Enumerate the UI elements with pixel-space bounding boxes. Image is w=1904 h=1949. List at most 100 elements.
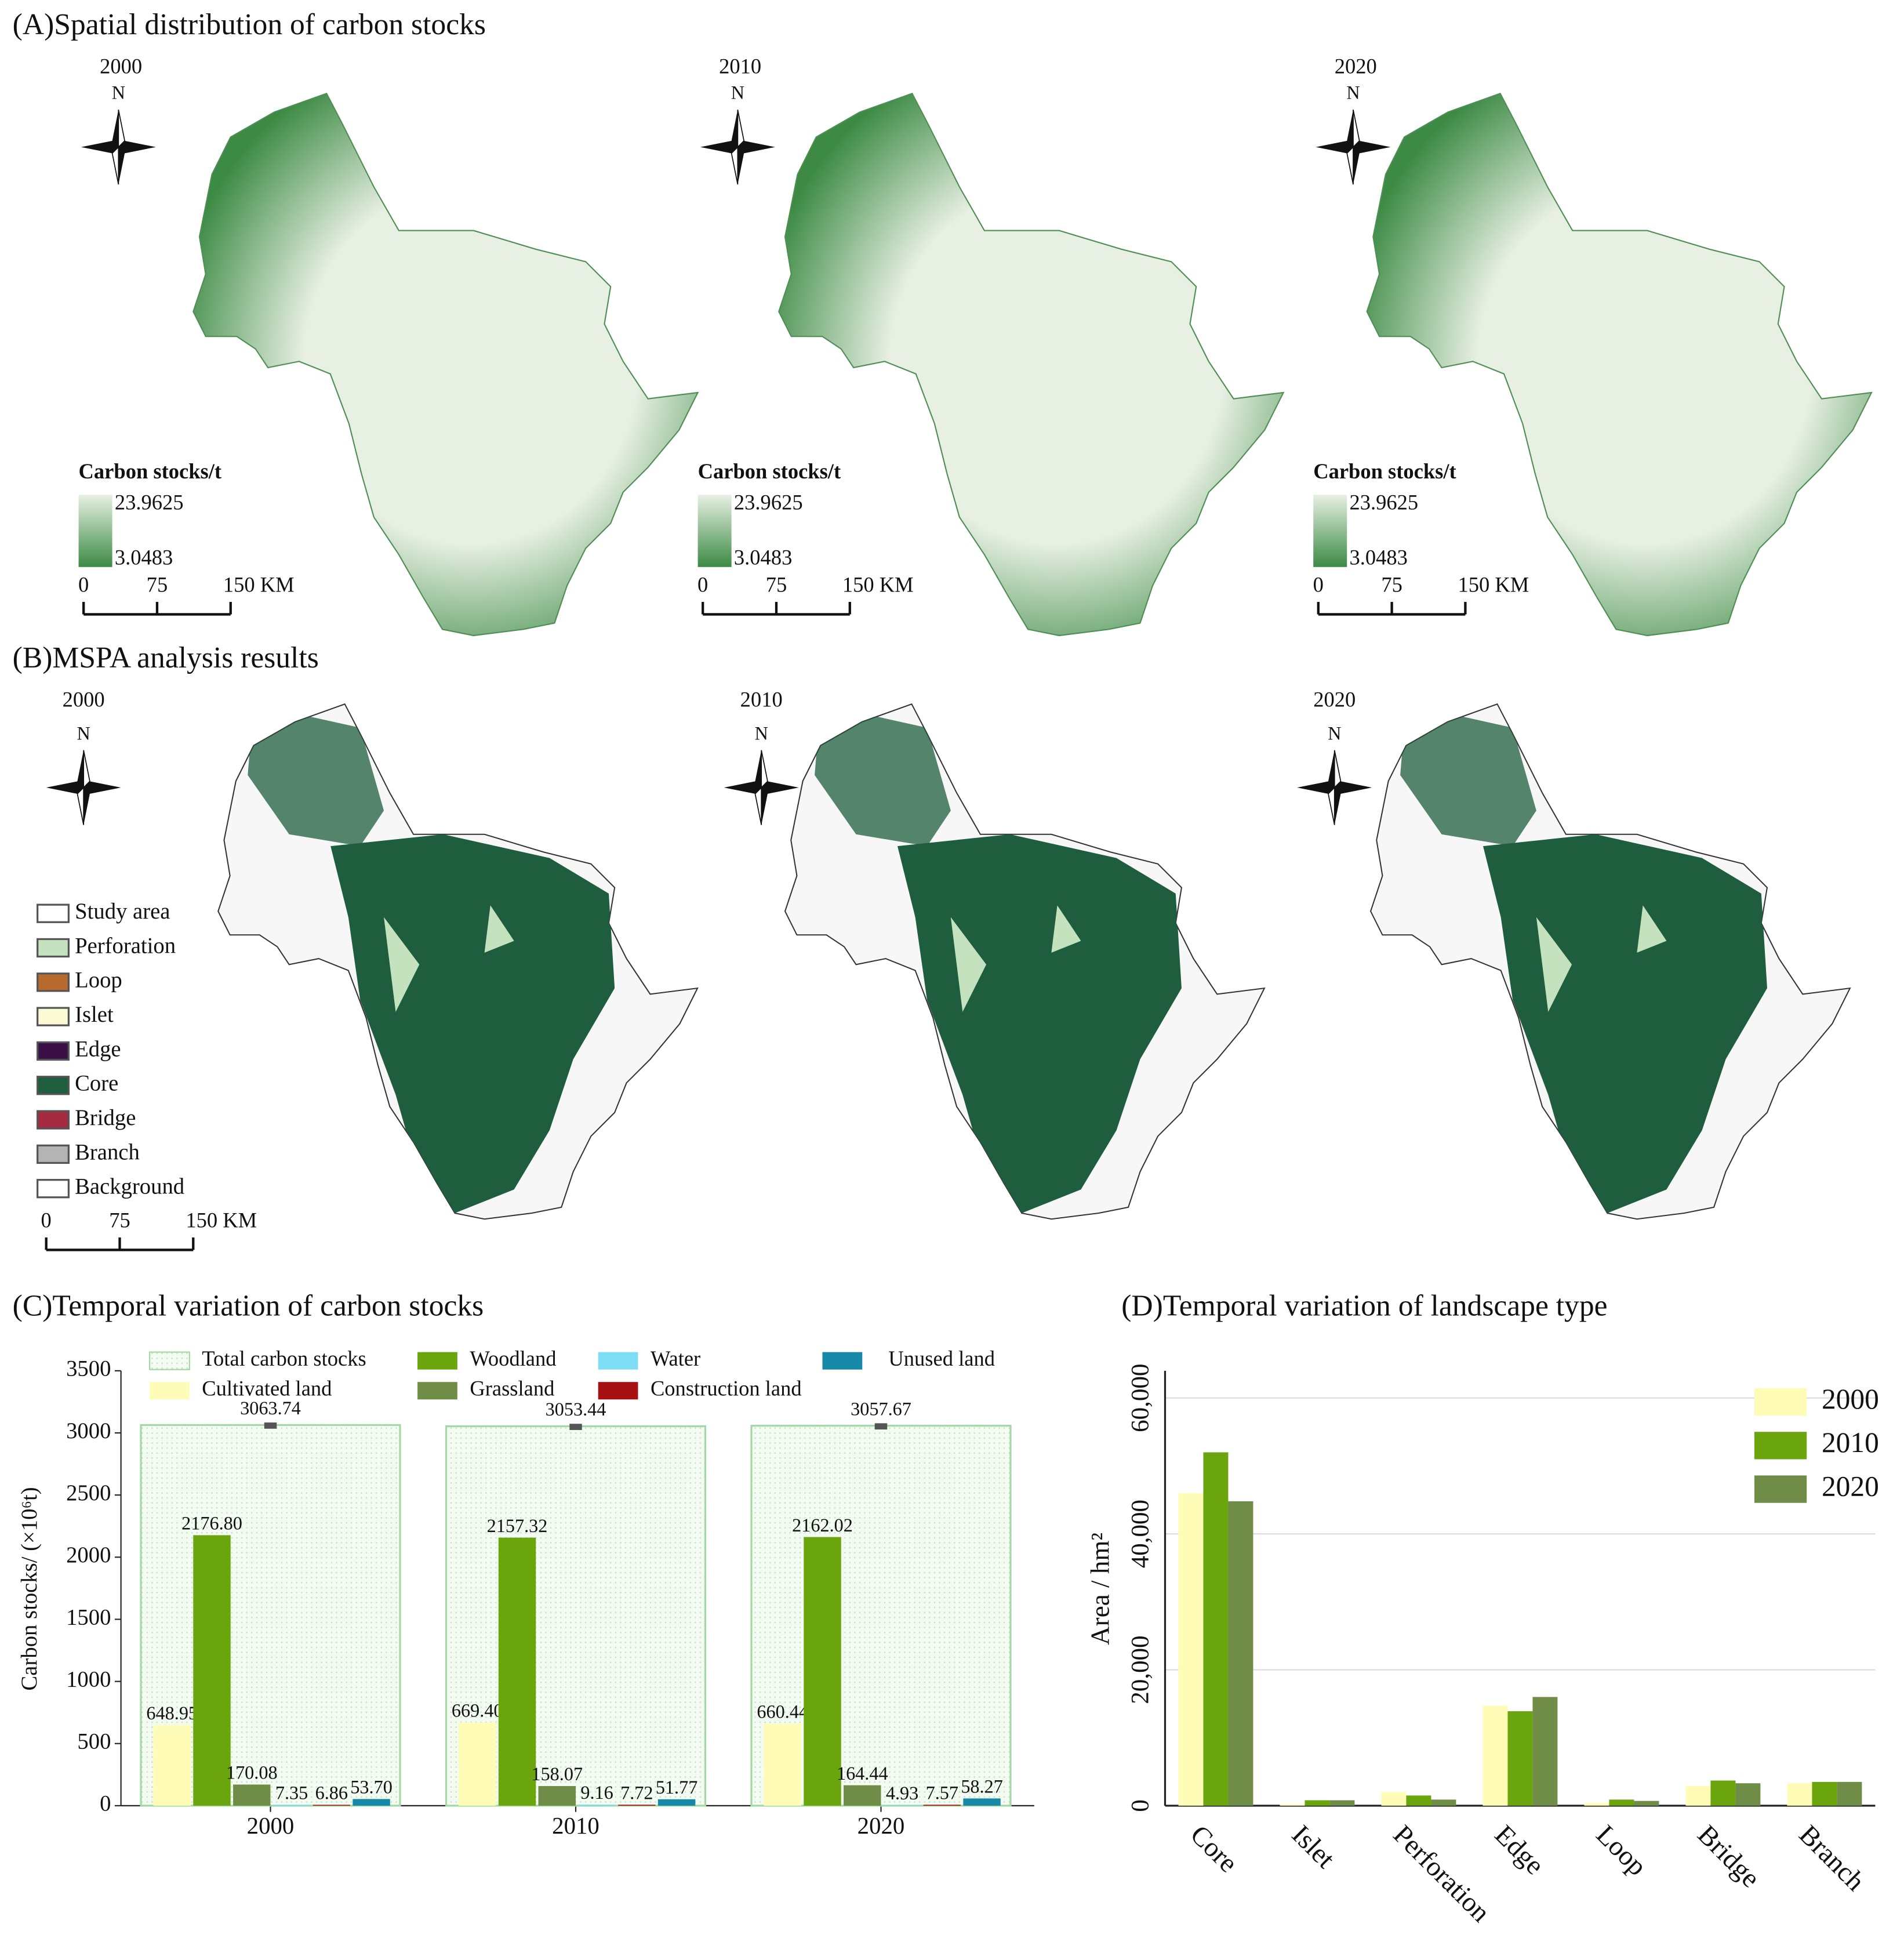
y-axis-label: Area / hm² xyxy=(1085,1533,1114,1645)
mspa-map xyxy=(218,704,697,1219)
map-year: 2010 xyxy=(719,55,761,78)
legend-title: Carbon stocks/t xyxy=(79,459,222,483)
value-label: 7.35 xyxy=(275,1782,308,1803)
north-label: N xyxy=(1328,723,1341,743)
value-label: 2176.80 xyxy=(181,1513,242,1534)
compass-half xyxy=(111,109,126,185)
value-label: 164.44 xyxy=(837,1763,888,1784)
bar xyxy=(153,1725,191,1806)
colorbar xyxy=(697,495,732,567)
bar xyxy=(1584,1803,1609,1806)
scale-label: 0 xyxy=(1313,573,1324,597)
mspa-map xyxy=(785,704,1265,1219)
y-tick-label: 3000 xyxy=(66,1419,111,1443)
bar xyxy=(1228,1501,1253,1806)
bar xyxy=(883,1805,921,1806)
bar xyxy=(1203,1452,1229,1806)
legend-swatch xyxy=(598,1352,638,1370)
value-label: 7.72 xyxy=(620,1782,653,1803)
legend-swatch xyxy=(1754,1475,1807,1503)
legend-swatch xyxy=(37,1110,70,1130)
value-label: 3063.74 xyxy=(240,1398,301,1418)
scale-label: 0 xyxy=(697,573,708,597)
legend-label: Bridge xyxy=(75,1106,136,1130)
legend-label: Total carbon stocks xyxy=(202,1346,366,1370)
value-label: 3053.44 xyxy=(546,1399,606,1420)
mspa-map xyxy=(1371,704,1850,1219)
north-arrow: N xyxy=(700,82,775,185)
total-marker xyxy=(874,1423,888,1430)
value-label: 648.95 xyxy=(146,1703,198,1723)
compass-half xyxy=(1346,109,1360,185)
legend-swatch xyxy=(37,1076,70,1095)
map-year: 2010 xyxy=(740,687,783,711)
bar xyxy=(804,1537,841,1806)
north-arrow: N xyxy=(1297,723,1372,825)
legend-swatch xyxy=(598,1382,638,1400)
y-tick-label: 60,000 xyxy=(1127,1364,1154,1432)
legend-swatch xyxy=(1754,1388,1807,1416)
legend-label: Perforation xyxy=(75,934,176,958)
bar xyxy=(578,1804,616,1806)
bar xyxy=(272,1805,311,1806)
carbon-map xyxy=(778,93,1284,637)
bar xyxy=(1178,1493,1204,1806)
value-label: 9.16 xyxy=(580,1782,613,1803)
x-tick-label: 2020 xyxy=(857,1813,905,1839)
legend-label: Branch xyxy=(75,1140,140,1164)
north-label: N xyxy=(731,82,744,103)
carbon-map xyxy=(192,93,699,637)
map-year: 2020 xyxy=(1313,687,1356,711)
legend-label: 2000 xyxy=(1822,1383,1879,1415)
value-label: 158.07 xyxy=(531,1763,583,1784)
scale-label: 150 KM xyxy=(842,573,914,597)
value-label: 4.93 xyxy=(886,1783,918,1803)
north-label: N xyxy=(1346,82,1360,103)
legend-title: Carbon stocks/t xyxy=(698,459,841,483)
y-tick-label: 2000 xyxy=(66,1543,111,1567)
bar xyxy=(1735,1783,1761,1806)
y-tick-label: 0 xyxy=(1127,1799,1154,1812)
legend-swatch xyxy=(37,1007,70,1026)
bar xyxy=(1482,1705,1508,1806)
bar xyxy=(1837,1781,1862,1806)
colorbar xyxy=(78,495,112,567)
x-tick-label: 2010 xyxy=(552,1813,599,1839)
bar xyxy=(353,1799,390,1806)
compass-half xyxy=(731,109,745,185)
x-tick-label: Edge xyxy=(1489,1820,1550,1881)
value-label: 3057.67 xyxy=(851,1398,911,1419)
bar xyxy=(1685,1785,1711,1806)
legend-label: Cultivated land xyxy=(202,1377,332,1400)
panel-b-title: (B)MSPA analysis results xyxy=(13,641,319,674)
bar xyxy=(1431,1799,1456,1806)
value-label: 2162.02 xyxy=(792,1515,853,1536)
value-label: 58.27 xyxy=(961,1776,1003,1797)
map-year: 2000 xyxy=(100,55,142,78)
legend-swatch xyxy=(417,1382,457,1400)
bar xyxy=(233,1784,271,1806)
legend-swatch xyxy=(822,1352,863,1370)
y-tick-label: 500 xyxy=(77,1730,111,1754)
legend-label: Construction land xyxy=(651,1377,802,1400)
x-tick-label: Islet xyxy=(1286,1820,1340,1874)
legend-label: Unused land xyxy=(888,1346,995,1370)
legend-swatch xyxy=(150,1382,190,1400)
colorbar xyxy=(1313,495,1347,567)
value-label: 6.86 xyxy=(315,1783,348,1803)
bar xyxy=(459,1722,496,1806)
carbon-map xyxy=(1366,93,1873,637)
y-tick-label: 0 xyxy=(100,1792,111,1816)
scale-label: 75 xyxy=(109,1208,130,1232)
bar xyxy=(657,1799,696,1806)
bar xyxy=(1280,1804,1305,1806)
y-tick-label: 20,000 xyxy=(1127,1635,1154,1704)
north-arrow: N xyxy=(1316,82,1391,185)
scale-label: 75 xyxy=(147,573,168,597)
legend-swatch xyxy=(37,1144,70,1164)
north-arrow: N xyxy=(724,723,799,825)
scale-label: 150 KM xyxy=(186,1208,257,1232)
legend-label: Background xyxy=(75,1175,184,1199)
legend-swatch xyxy=(37,903,70,923)
map-year: 2000 xyxy=(63,687,105,711)
